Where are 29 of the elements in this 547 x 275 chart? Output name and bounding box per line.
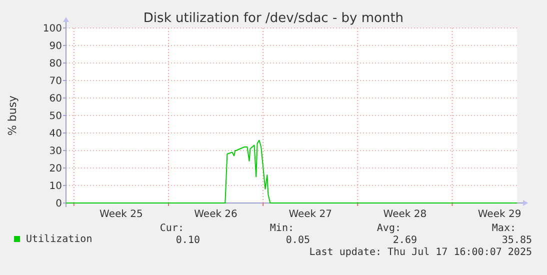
text: 35.85 [502,235,532,246]
text: Max: [492,223,516,234]
y-tick-label: 100 [42,24,62,34]
text: Cur: [160,223,184,234]
x-tick-label: Week 27 [288,209,332,220]
y-tick-label: 70 [49,76,62,87]
x-tick-label: Week 28 [383,209,427,220]
y-tick-label: 80 [49,58,62,70]
y-tick-label: 50 [49,111,62,122]
text: Min: [270,223,294,234]
text: Last update: Thu Jul 17 16:00:07 2025 [309,247,532,258]
y-axis-title: % busy [6,94,19,136]
y-tick-label: 0 [56,198,62,210]
y-tick-label: 10 [49,181,62,192]
y-tick-label: 20 [49,164,62,174]
text: 0.05 [286,235,310,246]
y-tick-label: 60 [49,94,62,104]
y-tick-label: 30 [49,146,62,157]
text: 2.69 [392,235,417,246]
x-tick-label: Week 29 [478,209,522,220]
line-series [66,140,518,204]
y-tick-label: 90 [49,41,62,52]
legend-label: Utilization [26,234,92,245]
y-tick-label: 40 [49,128,62,140]
x-tick-label: Week 26 [194,209,238,220]
text: Avg: [376,223,401,234]
text: 0.10 [176,235,200,246]
x-tick-label: Week 25 [100,209,143,220]
chart-title: Disk utilization for /dev/sdac - by month [143,11,404,26]
